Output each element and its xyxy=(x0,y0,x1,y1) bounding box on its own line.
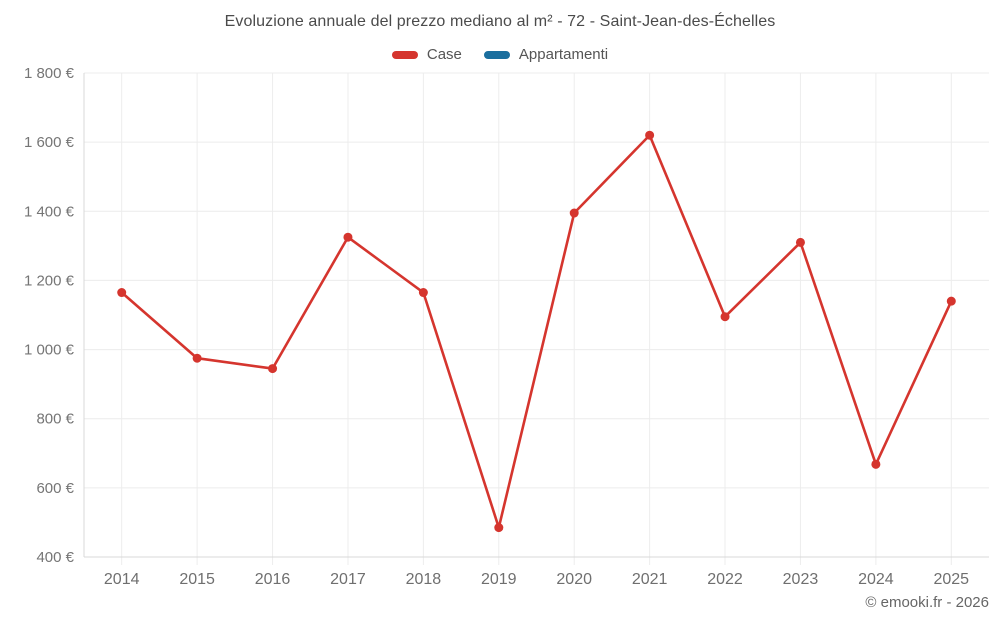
legend-swatch-case xyxy=(391,50,418,59)
data-point[interactable] xyxy=(268,364,278,374)
y-tick-label: 400 € xyxy=(36,549,74,566)
data-point[interactable] xyxy=(343,232,353,242)
copyright-footer: © emooki.fr - 2026 xyxy=(865,594,989,611)
x-tick-label: 2017 xyxy=(330,571,366,588)
x-tick-label: 2022 xyxy=(707,571,743,588)
y-tick-label: 1 600 € xyxy=(24,134,75,151)
data-point[interactable] xyxy=(494,523,504,533)
y-tick-label: 1 400 € xyxy=(24,203,75,220)
data-point[interactable] xyxy=(117,288,127,298)
x-tick-label: 2023 xyxy=(783,571,819,588)
x-tick-label: 2016 xyxy=(255,571,291,588)
data-point[interactable] xyxy=(645,130,655,140)
legend-swatch-appartamenti xyxy=(483,50,510,59)
data-point[interactable] xyxy=(418,288,428,298)
x-tick-label: 2014 xyxy=(104,571,140,588)
x-tick-label: 2018 xyxy=(406,571,442,588)
chart-legend: Case Appartamenti xyxy=(0,46,1000,63)
series-line-case xyxy=(120,133,953,529)
data-point[interactable] xyxy=(192,353,202,363)
y-tick-label: 800 € xyxy=(36,411,74,428)
data-point[interactable] xyxy=(569,208,579,218)
x-tick-label: 2021 xyxy=(632,571,668,588)
legend-label-case: Case xyxy=(426,46,462,63)
data-point[interactable] xyxy=(720,312,730,322)
y-tick-label: 1 200 € xyxy=(24,272,75,289)
legend-item-appartamenti[interactable]: Appartamenti xyxy=(483,46,609,63)
data-point[interactable] xyxy=(871,459,881,469)
legend-item-case[interactable]: Case xyxy=(391,46,462,63)
x-tick-label: 2015 xyxy=(179,571,215,588)
x-tick-label: 2020 xyxy=(556,571,592,588)
y-tick-label: 1 000 € xyxy=(24,342,75,359)
legend-label-appartamenti: Appartamenti xyxy=(518,46,609,63)
x-tick-label: 2025 xyxy=(933,571,969,588)
data-point[interactable] xyxy=(946,296,956,306)
y-tick-label: 600 € xyxy=(36,480,74,497)
x-tick-label: 2024 xyxy=(858,571,894,588)
data-point[interactable] xyxy=(795,237,805,247)
chart-title: Evoluzione annuale del prezzo mediano al… xyxy=(224,13,776,30)
y-tick-label: 1 800 € xyxy=(24,65,75,82)
x-tick-label: 2019 xyxy=(481,571,517,588)
